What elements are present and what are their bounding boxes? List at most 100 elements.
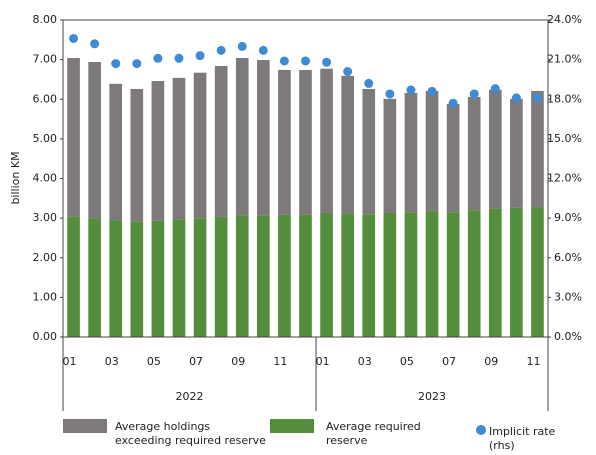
year-label: 2022	[176, 390, 204, 403]
legend-label: Average required reserve	[326, 420, 421, 447]
bar-segment	[109, 83, 123, 221]
bar-segment	[151, 81, 165, 221]
rate-dot	[490, 84, 500, 94]
bar-segment	[362, 88, 376, 215]
legend-label: Implicit rate (rhs)	[489, 425, 556, 452]
y-tick-label: 7.00	[33, 53, 58, 66]
rate-dot	[385, 89, 395, 99]
y2-tick-label: 15.0%	[547, 132, 582, 145]
rate-dot	[132, 59, 142, 69]
bar-segment	[88, 218, 101, 337]
y2-tick-label: 9.0%	[554, 211, 582, 224]
bar-segment	[172, 77, 186, 220]
bar-segment	[193, 218, 207, 337]
bar-segment	[404, 212, 418, 337]
rate-dot	[322, 57, 332, 67]
rate-dot	[532, 93, 542, 103]
bar-segment	[383, 212, 397, 337]
rate-dot	[469, 89, 479, 99]
x-tick-label: 03	[105, 355, 119, 368]
bar-segment	[130, 88, 144, 222]
x-tick-label: 01	[63, 355, 77, 368]
y2-tick-label: 0.0%	[554, 330, 582, 343]
bar-segment	[109, 220, 123, 337]
bar-segment	[425, 211, 439, 337]
bar-segment	[235, 58, 249, 216]
bar-segment	[510, 98, 523, 208]
y2-tick-label: 3.0%	[554, 290, 582, 303]
rate-dot	[111, 59, 121, 69]
bar-segment	[446, 104, 460, 213]
chart: billion KM 0.00 1.00 2.00 3.00 4.00 5.00 6.00 7…	[9, 13, 582, 411]
bar-segment	[67, 58, 80, 217]
y-axis-label: billion KM	[9, 151, 22, 204]
bar-segment	[88, 62, 101, 219]
legend-label: Average holdings exceeding required rese…	[115, 420, 266, 447]
y-tick-label: 2.00	[33, 251, 58, 264]
bar-segment	[341, 213, 354, 337]
bar-segment	[446, 212, 460, 337]
y-tick-label: 8.00	[33, 13, 58, 26]
bar-segment	[531, 90, 544, 208]
bar-segment	[299, 69, 312, 215]
bar-segment	[362, 214, 376, 337]
y2-tick-label: 18.0%	[547, 92, 582, 105]
rate-dot	[511, 93, 521, 103]
rate-dot	[90, 39, 100, 49]
rate-dot	[174, 53, 184, 63]
y-tick-label: 5.00	[33, 132, 58, 145]
bar-segment	[383, 98, 397, 213]
legend-swatch	[63, 419, 107, 433]
y-tick-label: 1.00	[33, 290, 58, 303]
bar-segment	[130, 221, 144, 337]
bar-segment	[278, 69, 291, 215]
bar-segment	[467, 210, 481, 337]
y2-tick-label: 24.0%	[547, 13, 582, 26]
y2-tick-label: 21.0%	[547, 53, 582, 66]
x-tick-label: 01	[316, 355, 330, 368]
bar-segment	[510, 207, 523, 337]
rate-dot	[237, 41, 247, 51]
x-tick-label: 05	[400, 355, 414, 368]
rate-dot	[364, 78, 374, 88]
x-tick-label: 05	[147, 355, 161, 368]
bar-segment	[488, 89, 502, 209]
y-tick-label: 0.00	[33, 330, 58, 343]
rate-dot	[153, 53, 163, 63]
bar-segment	[320, 68, 333, 213]
bar-segment	[67, 216, 80, 337]
x-tick-label: 07	[189, 355, 203, 368]
x-tick-label: 03	[358, 355, 372, 368]
bar-segment	[299, 214, 312, 337]
bar-segment	[214, 216, 228, 337]
y-tick-label: 4.00	[33, 172, 58, 185]
x-tick-label: 09	[484, 355, 498, 368]
year-label: 2023	[418, 390, 446, 403]
x-tick-label: 11	[526, 355, 540, 368]
bar-segment	[404, 92, 418, 213]
x-tick-label: 09	[231, 355, 245, 368]
bar-segment	[257, 60, 270, 216]
bar-segment	[257, 215, 270, 337]
y2-tick-label: 12.0%	[547, 172, 582, 185]
x-tick-label: 11	[273, 355, 287, 368]
rate-dot	[216, 45, 226, 55]
bar-segment	[320, 212, 333, 337]
bar-segment	[193, 72, 207, 219]
rate-dot	[427, 86, 437, 96]
bar-segment	[151, 220, 165, 337]
y2-tick-label: 6.0%	[554, 251, 582, 264]
rate-dot	[195, 51, 205, 61]
bar-segment	[278, 214, 291, 337]
bar-segment	[425, 90, 439, 212]
legend-swatch	[270, 419, 314, 433]
bar-segment	[467, 96, 481, 211]
rate-dot	[301, 56, 310, 66]
bar-segment	[531, 207, 544, 337]
rate-dot	[69, 33, 79, 43]
bar-segment	[488, 208, 502, 337]
legend-swatch	[476, 425, 486, 435]
rate-dot	[343, 67, 353, 77]
y-tick-label: 3.00	[33, 211, 58, 224]
